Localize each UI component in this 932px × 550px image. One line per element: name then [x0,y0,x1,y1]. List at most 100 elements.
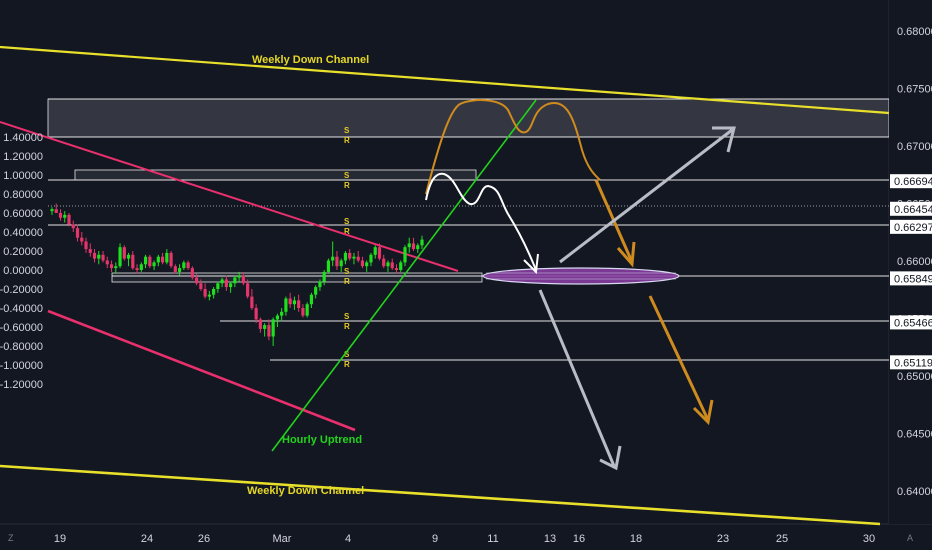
candle-body [229,283,233,288]
price-tag-box [890,355,932,370]
time-axis[interactable]: 19 24 26 Mar 4 9 11 13 16 18 23 25 30 [54,533,875,545]
time-axis-tick: 18 [630,533,642,545]
sr-label-s: S [344,217,350,226]
price-tag-box [890,271,932,286]
candle-body [267,325,271,337]
left-axis-tick: 0.40000 [3,227,43,239]
candle-body [305,304,309,316]
candle-body [416,245,420,250]
pink-trendline-upper [0,121,459,272]
left-axis-tick: 0.00000 [3,265,43,277]
grey-arrow-up [559,128,733,264]
candle-body [220,279,224,284]
timezone-corner-label: Z [8,533,14,543]
candle-body [360,260,365,267]
candle-body [122,247,126,259]
candle-body [97,254,101,259]
left-axis-tick: 1.20000 [3,151,43,163]
price-tag-box [890,315,932,330]
right-axis-background [889,0,932,524]
candle-body [390,262,394,269]
price-tag-box [890,219,932,234]
candle-body [356,256,360,261]
candle-body [339,260,343,267]
candle-body [190,268,194,278]
candle-body [75,228,80,238]
candle-body [182,262,186,269]
time-axis-tick: 24 [141,533,153,545]
candle-body [318,281,322,288]
candle-body [399,262,403,270]
resistance-zone [47,98,890,138]
candle-body [148,256,152,267]
left-axis-tick: -1.00000 [0,360,43,372]
candle-body [50,209,54,212]
candle-body [233,277,237,284]
sr-label-r: R [344,322,350,331]
candle-body [343,252,348,261]
candle-body [109,264,114,269]
candle-body [331,256,335,261]
candle-body [365,262,369,267]
sr-label-s: S [344,171,350,180]
weekly-channel-label-lower: Weekly Down Channel [247,485,364,497]
left-axis-tick: 0.60000 [3,208,43,220]
time-axis-tick: 16 [573,533,585,545]
candle-body [199,283,203,289]
candle-body [237,275,241,278]
candle-body [292,300,297,305]
candle-body [241,275,245,284]
candle-body [165,252,169,263]
candle-body [411,243,416,250]
candles [50,203,424,346]
sr-label-s: S [344,312,350,321]
grey-arrow-down [538,289,616,467]
candle-body [118,247,122,267]
candle-body [369,254,373,263]
time-axis-tick: 13 [544,533,556,545]
candle-body [131,254,135,269]
candle-body [160,256,165,263]
candle-body [152,262,156,267]
time-axis-tick: 9 [432,533,438,545]
left-axis-tick: -0.20000 [0,284,43,296]
candle-body [67,214,71,225]
left-price-axis[interactable]: 1.40000 1.20000 1.00000 0.80000 0.60000 0.400… [0,132,43,391]
auto-scale-button[interactable]: A [907,533,913,543]
candle-body [377,247,382,259]
sr-box-upper [74,169,477,181]
candle-body [143,256,148,265]
price-tag-label: 0.65849 [894,273,932,285]
candle-body [186,262,190,269]
orange-arrowhead-1 [616,241,636,268]
candle-body [280,311,284,316]
candle-body [254,308,258,320]
left-axis-tick: 1.00000 [3,170,43,182]
candle-body [246,283,250,297]
candle-body [216,283,220,289]
time-axis-tick: 11 [487,533,498,545]
left-axis-tick: -0.40000 [0,303,43,315]
candle-body [373,247,377,255]
candle-body [207,294,211,297]
candle-body [275,315,280,320]
candle-body [84,241,88,250]
candle-body [88,249,92,253]
candle-body [301,308,305,316]
candle-body [63,214,67,218]
sr-label-r: R [344,136,350,145]
left-axis-tick: -1.20000 [0,379,43,391]
left-axis-tick: 0.80000 [3,189,43,201]
price-tag-label: 0.66694 [894,176,932,188]
candle-body [173,266,177,272]
sr-label-r: R [344,277,350,286]
candle-body [420,239,424,246]
candle-body [194,277,199,284]
price-tag-label: 0.66297 [894,222,932,234]
